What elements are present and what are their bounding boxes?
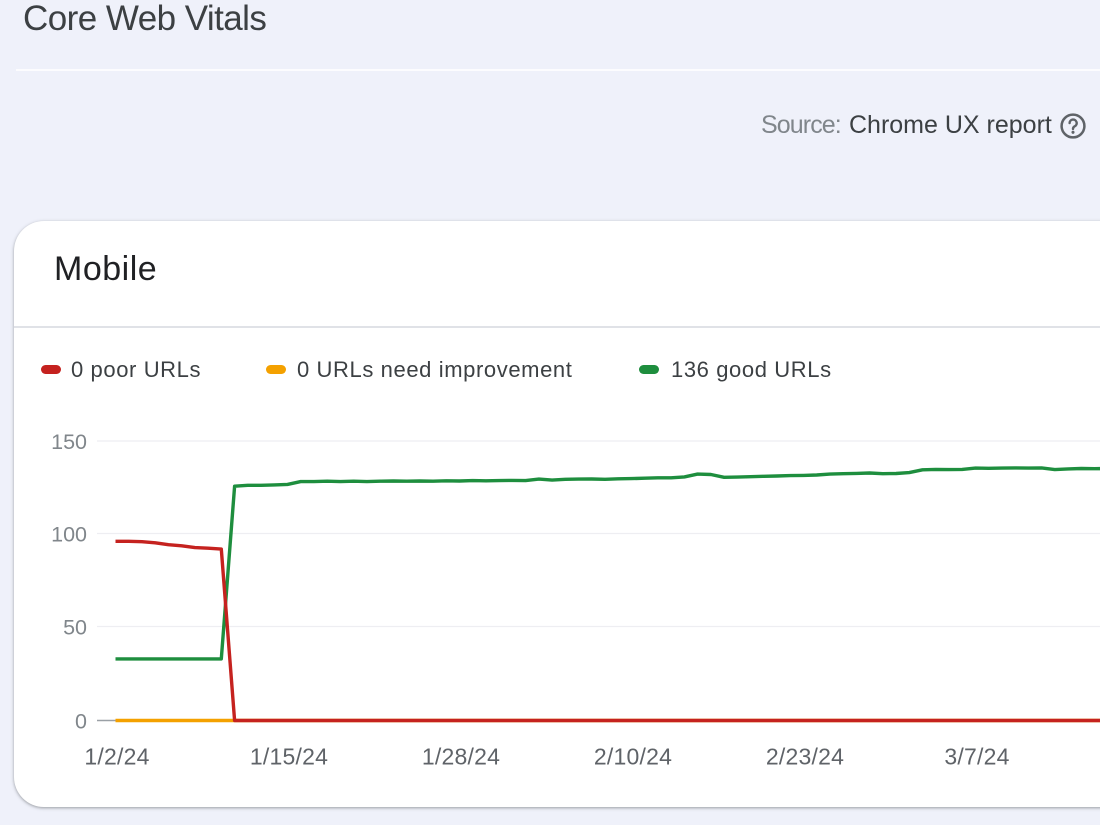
svg-text:1/15/24: 1/15/24 [250, 744, 328, 770]
svg-text:1/2/24: 1/2/24 [84, 744, 149, 770]
svg-text:100: 100 [51, 523, 87, 547]
svg-text:0: 0 [75, 710, 87, 734]
svg-text:50: 50 [63, 616, 87, 640]
svg-text:2/10/24: 2/10/24 [594, 744, 672, 770]
svg-text:3/7/24: 3/7/24 [944, 744, 1009, 770]
svg-text:1/28/24: 1/28/24 [422, 744, 500, 770]
svg-text:2/23/24: 2/23/24 [766, 744, 844, 770]
svg-text:150: 150 [51, 430, 87, 454]
